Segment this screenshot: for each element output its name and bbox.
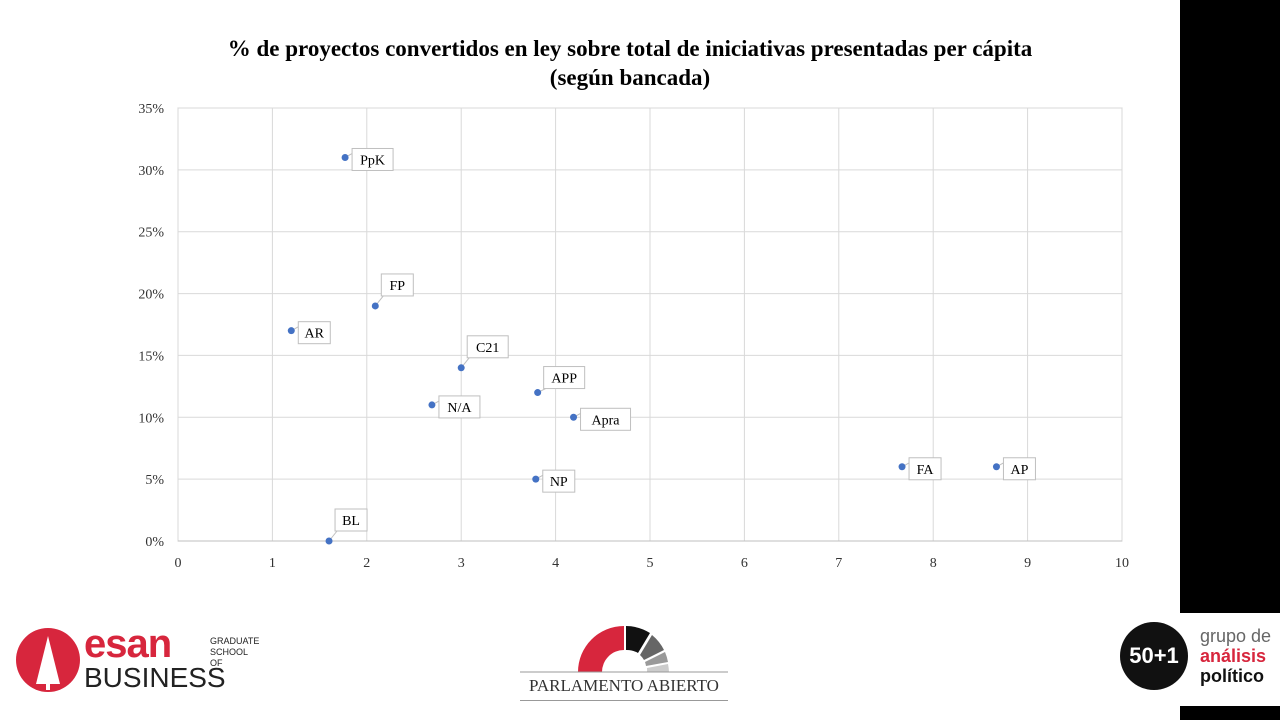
data-label: NP — [550, 475, 568, 490]
y-tick-label: 0% — [145, 535, 164, 550]
y-tick-label: 30% — [138, 164, 164, 179]
esan-small: GRADUATE SCHOOL OF — [210, 636, 259, 669]
x-tick-label: 10 — [1115, 556, 1129, 571]
data-label-box — [438, 395, 481, 419]
x-tick-label: 8 — [930, 556, 937, 571]
esan-small-1: GRADUATE — [210, 636, 260, 646]
grupo-line-2: análisis — [1200, 646, 1267, 666]
x-tick-label: 2 — [363, 556, 370, 571]
data-point — [898, 463, 906, 471]
data-label-box — [908, 457, 942, 481]
esan-word: esan — [84, 622, 172, 666]
grupo-text: grupo de análisis político — [1200, 626, 1271, 686]
parlamento-text: PARLAMENTO ABIERTO — [529, 676, 719, 695]
data-label: Apra — [592, 413, 621, 428]
y-tick-label: 25% — [138, 226, 164, 241]
grupo-50-1-logo: 50+1 grupo de análisis político — [1120, 622, 1280, 692]
data-label-box — [1002, 457, 1036, 481]
data-point — [341, 153, 349, 161]
chart-title: % de proyectos convertidos en ley sobre … — [130, 34, 1130, 92]
esan-logo: esan GRADUATE SCHOOL OF BUSINESS — [16, 622, 259, 694]
esan-business: BUSINESS — [84, 662, 226, 693]
data-point — [532, 475, 540, 483]
data-label-box — [542, 469, 576, 493]
grupo-line-3: político — [1200, 666, 1264, 686]
data-label: C21 — [476, 341, 499, 356]
scatter-chart: 0 1 2 3 4 5 6 7 8 9 10 0% 5% 10% 15% 20% 25% 30% 35% PpK FP A… — [138, 102, 1129, 571]
data-label-box — [580, 407, 632, 431]
grupo-line-1: grupo de — [1200, 626, 1272, 646]
y-tick-label: 15% — [138, 349, 164, 364]
data-point — [992, 463, 1000, 471]
data-label: FA — [917, 463, 935, 478]
data-label: FP — [390, 279, 406, 294]
esan-small-2: SCHOOL OF — [210, 647, 248, 668]
data-point — [534, 389, 542, 397]
x-tick-label: 5 — [647, 556, 654, 571]
data-label-box — [297, 321, 331, 345]
x-tick-label: 1 — [269, 556, 276, 571]
data-label: N/A — [447, 401, 472, 416]
black-side-bar-bottom — [1180, 706, 1280, 720]
black-side-bar — [1180, 0, 1280, 613]
parlamento-abierto-logo: PARLAMENTO ABIERTO — [520, 620, 728, 704]
y-tick-label: 5% — [145, 473, 164, 488]
x-tick-label: 0 — [175, 556, 182, 571]
data-label-box — [380, 273, 414, 297]
data-point — [325, 537, 333, 545]
data-point — [287, 327, 295, 335]
data-label: APP — [551, 372, 577, 387]
x-tick-label: 7 — [835, 556, 842, 571]
parliament-arc-icon — [520, 626, 728, 673]
y-tick-label: 20% — [138, 288, 164, 303]
title-line: % de proyectos convertidos en ley sobre … — [227, 36, 1033, 61]
data-point — [428, 401, 436, 409]
x-tick-label: 4 — [552, 556, 559, 571]
data-label-box — [351, 147, 394, 171]
divider — [520, 700, 728, 701]
y-tick-label: 35% — [138, 102, 164, 117]
y-tick-label: 10% — [138, 411, 164, 426]
data-label: AP — [1010, 463, 1028, 478]
data-label-box — [334, 508, 368, 532]
data-label: BL — [342, 514, 360, 529]
x-tick-label: 9 — [1024, 556, 1031, 571]
data-label: AR — [305, 327, 325, 342]
data-point — [457, 364, 465, 372]
data-point — [570, 413, 578, 421]
x-tick-label: 3 — [458, 556, 465, 571]
badge-50-1: 50+1 — [1120, 622, 1188, 690]
x-tick-label: 6 — [741, 556, 748, 571]
data-label: PpK — [360, 153, 385, 168]
data-label-box — [543, 366, 586, 390]
data-point — [371, 302, 379, 310]
subtitle-line: (según bancada) — [549, 65, 711, 90]
data-label-box — [466, 335, 509, 359]
tree-icon — [16, 628, 80, 692]
